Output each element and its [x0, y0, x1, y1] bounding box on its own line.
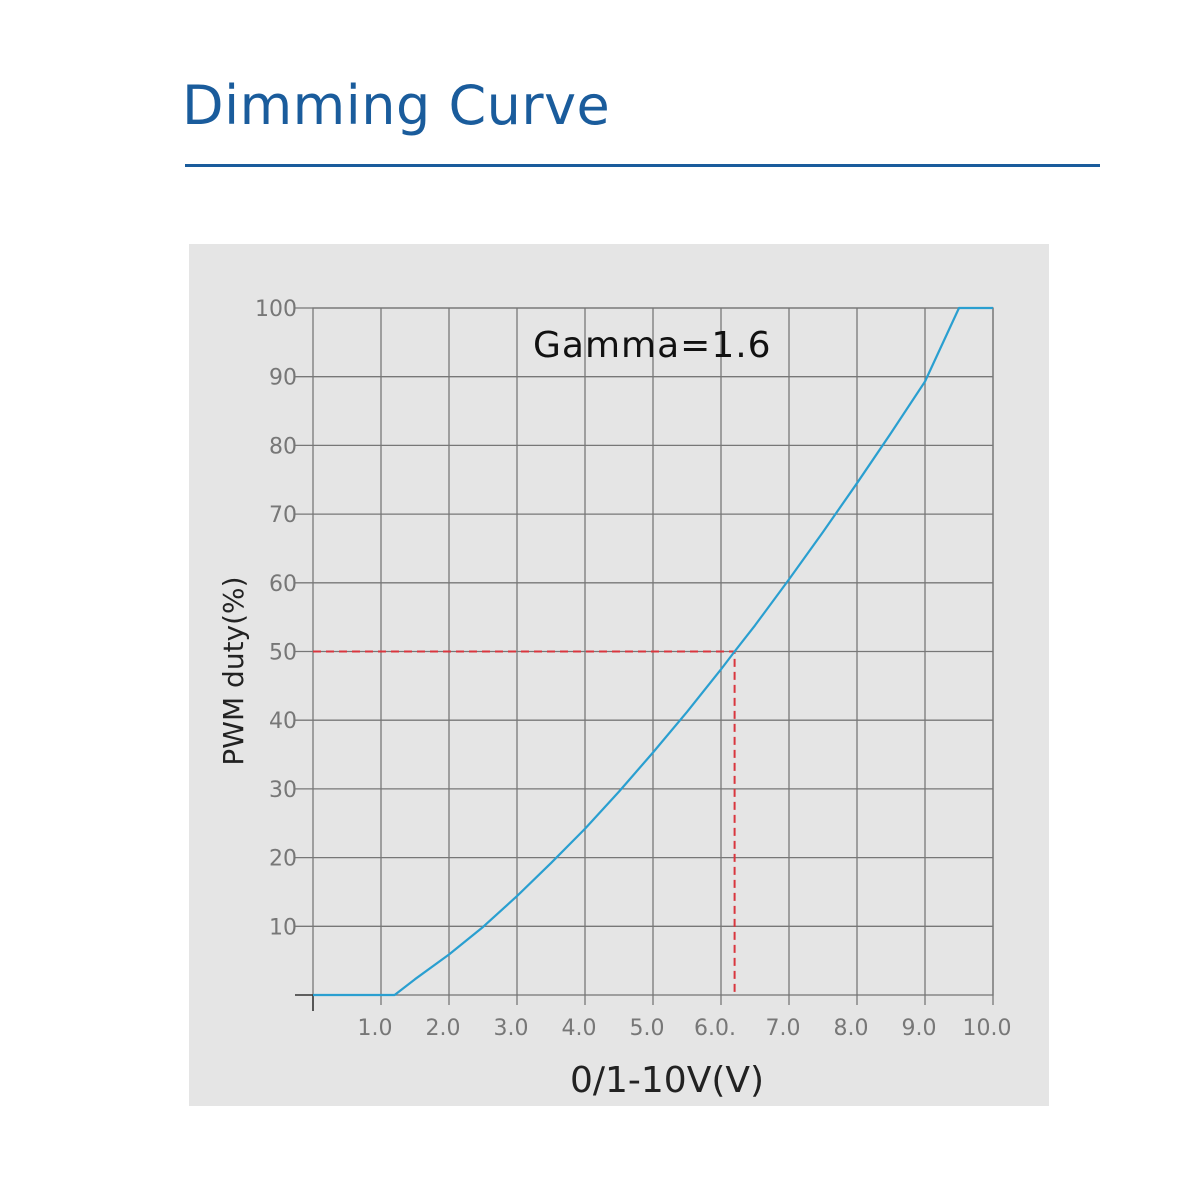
- x-tick-label: 5.0: [630, 1016, 665, 1041]
- y-tick-label: 100: [255, 297, 297, 322]
- x-tick-label: 6.0.: [694, 1016, 736, 1041]
- gamma-annotation: Gamma=1.6: [533, 325, 772, 366]
- dimming-curve-chart: 1.0 2.0 3.0 4.0 5.0 6.0. 7.0 8.0 9.0 10.0 10 20 30 40…: [217, 297, 1012, 1101]
- y-tick-label: 60: [269, 572, 297, 597]
- y-tick-label: 70: [269, 503, 297, 528]
- y-tick-label: 90: [269, 366, 297, 391]
- x-axis-title: 0/1-10V(V): [570, 1060, 764, 1101]
- dimming-curve-line: [313, 306, 993, 997]
- x-tick-label: 8.0: [834, 1016, 869, 1041]
- x-tick-label: 3.0: [494, 1016, 529, 1041]
- y-tick-label: 20: [269, 847, 297, 872]
- reference-dashed-line: [313, 650, 736, 995]
- x-tick-label: 4.0: [562, 1016, 597, 1041]
- y-tick-label: 40: [269, 709, 297, 734]
- y-tick-label: 80: [269, 434, 297, 459]
- y-tick-label: 10: [269, 915, 297, 940]
- y-tick-label: 50: [269, 641, 297, 666]
- y-axis-title: PWM duty(%): [217, 576, 250, 765]
- title-divider: [185, 164, 1100, 167]
- page-title: Dimming Curve: [182, 74, 611, 137]
- x-tick-label: 10.0: [963, 1016, 1012, 1041]
- x-tick-label: 9.0: [902, 1016, 937, 1041]
- chart-panel: 1.0 2.0 3.0 4.0 5.0 6.0. 7.0 8.0 9.0 10.0 10 20 30 40…: [189, 244, 1049, 1106]
- x-tick-label: 2.0: [426, 1016, 461, 1041]
- x-tick-label: 7.0: [766, 1016, 801, 1041]
- x-tick-label: 1.0: [358, 1016, 393, 1041]
- y-tick-label: 30: [269, 778, 297, 803]
